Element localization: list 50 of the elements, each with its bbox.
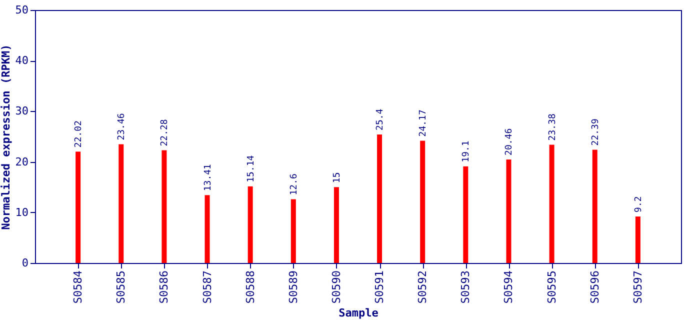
- data-label: 25.4: [376, 108, 386, 130]
- x-tick-label: S0591: [373, 270, 386, 304]
- y-tick-label: 40: [15, 54, 28, 68]
- x-tick-label: S0586: [158, 270, 171, 304]
- y-tick-label: 0: [22, 256, 28, 270]
- bar: [204, 195, 210, 263]
- x-tick-label: S0597: [631, 270, 644, 304]
- bar: [506, 159, 512, 263]
- bar: [290, 199, 296, 263]
- data-label: 12.6: [289, 174, 300, 196]
- bar: [118, 144, 124, 263]
- y-tick-label: 50: [15, 4, 28, 16]
- x-tick-label: S0588: [244, 270, 257, 304]
- x-tick-label: S0596: [588, 270, 602, 304]
- bar: [377, 134, 382, 263]
- x-tick-label: S0589: [286, 270, 300, 304]
- bar: [76, 152, 81, 263]
- x-tick-label: S0587: [200, 270, 214, 304]
- x-tick-label: S0590: [330, 270, 343, 304]
- x-tick-label: S0595: [545, 270, 558, 304]
- data-label: 15.14: [246, 155, 256, 182]
- data-label: 19.1: [462, 140, 472, 162]
- x-tick-label: S0584: [72, 270, 85, 304]
- x-tick-label: S0594: [502, 270, 516, 304]
- y-axis-title: Normalized expression (RPKM): [0, 44, 12, 230]
- bar: [420, 140, 426, 263]
- data-label: 22.39: [590, 118, 601, 146]
- data-label: 9.2: [634, 196, 644, 212]
- data-label: 13.41: [203, 164, 214, 192]
- data-label: 22.02: [74, 120, 84, 148]
- bar: [463, 166, 468, 263]
- bar: [162, 150, 167, 263]
- data-label: 20.46: [504, 128, 515, 156]
- data-label: 23.46: [117, 113, 128, 140]
- x-tick-label: S0593: [459, 270, 472, 304]
- y-tick-label: 30: [15, 104, 28, 118]
- data-label: 22.28: [160, 119, 170, 146]
- data-label: 23.38: [548, 114, 558, 141]
- data-label: 15: [332, 172, 342, 184]
- x-axis-title: Sample: [338, 306, 379, 320]
- data-label: 24.17: [418, 110, 429, 137]
- bar: [248, 186, 253, 263]
- bar: [635, 216, 640, 263]
- bar: [549, 144, 554, 263]
- x-tick-label: S0585: [114, 270, 128, 304]
- x-tick-label: S0592: [416, 270, 430, 304]
- bar: [592, 150, 598, 263]
- y-tick-label: 20: [15, 155, 28, 168]
- bar: [334, 187, 339, 263]
- y-tick-label: 10: [15, 206, 28, 219]
